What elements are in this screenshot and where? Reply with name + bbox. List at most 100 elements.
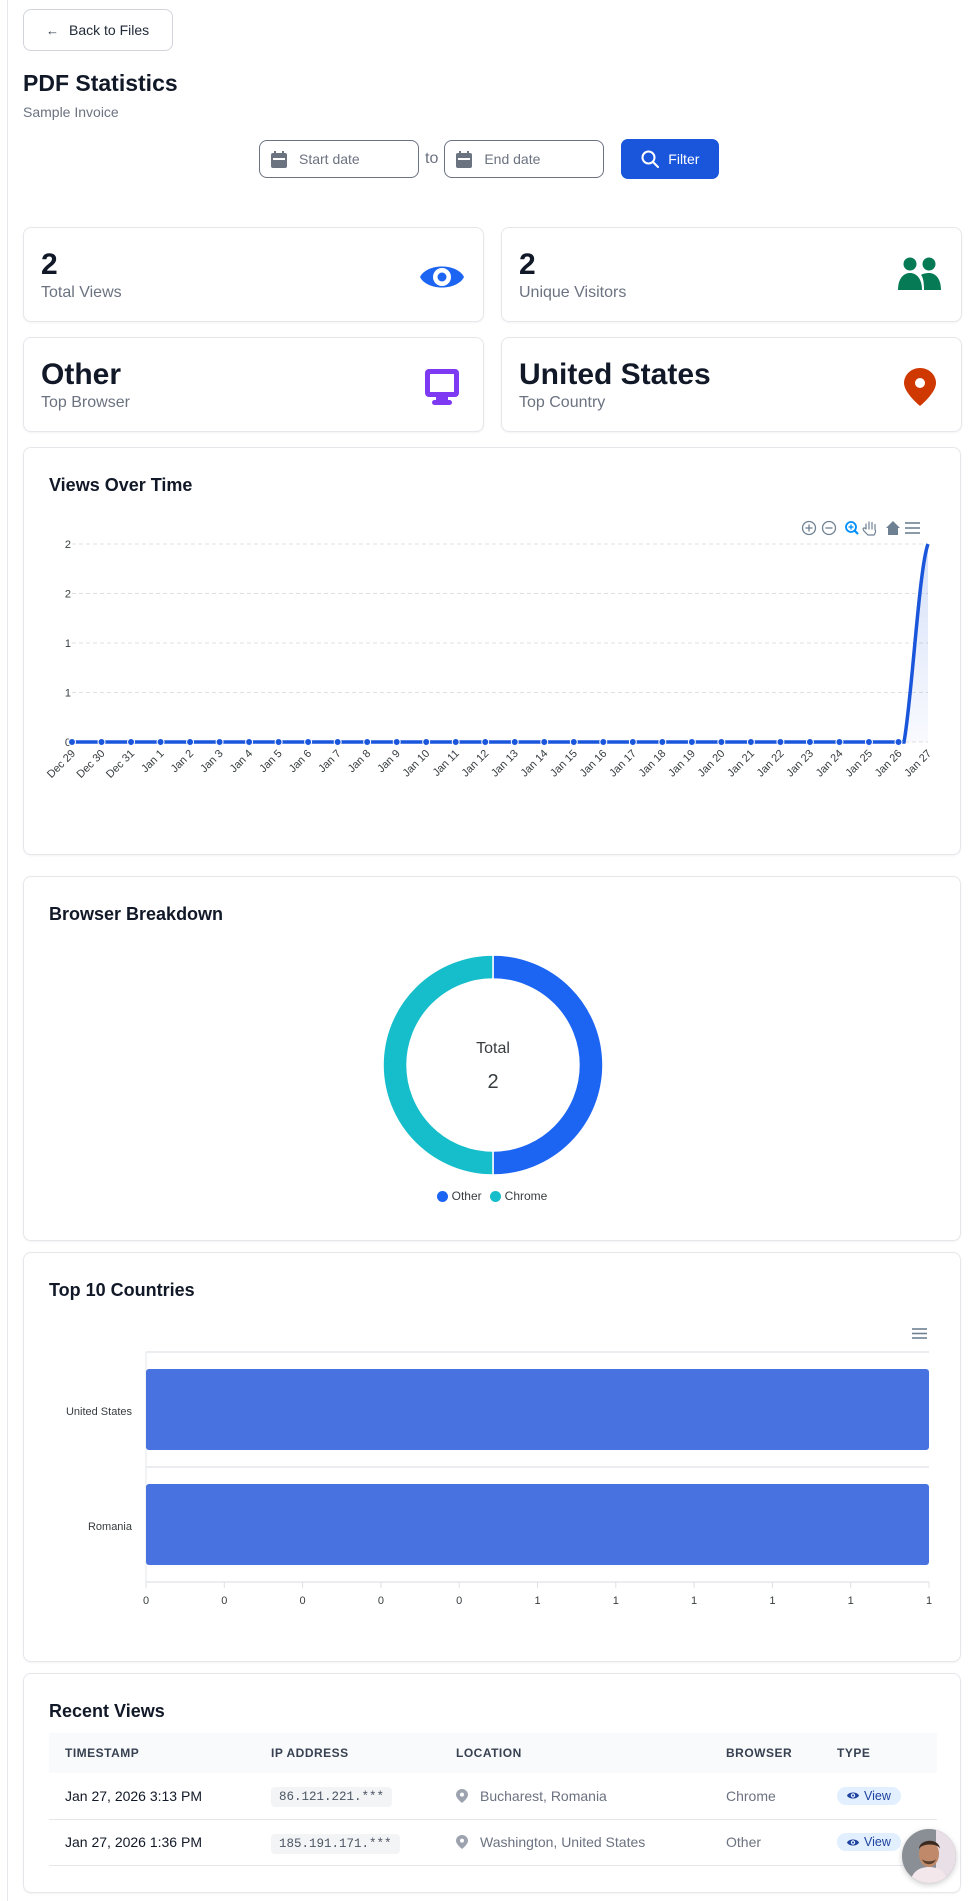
type-label: View [864,1835,891,1849]
data-point[interactable] [68,738,76,746]
menu-icon[interactable] [912,1328,927,1339]
calendar-icon [456,150,473,168]
back-to-files-button[interactable]: ← Back to Files [23,9,173,51]
location-text: Washington, United States [480,1834,646,1850]
data-point[interactable] [215,738,224,746]
column-header-ip[interactable]: IP ADDRESS [255,1733,440,1773]
support-avatar-button[interactable] [902,1829,956,1883]
data-point[interactable] [97,738,106,746]
stat-card-total-views: 2 Total Views [23,227,484,322]
table-row[interactable]: Jan 27, 2026 1:36 PM 185.191.171.*** Was… [49,1819,937,1866]
data-point[interactable] [746,738,755,746]
data-point[interactable] [481,738,490,746]
end-date-input[interactable]: End date [444,140,605,178]
x-tick: Jan 8 [346,748,374,776]
legend-dot-icon [489,1190,501,1202]
y-tick: 1 [65,688,71,700]
data-point[interactable] [599,738,608,746]
data-point[interactable] [186,738,195,746]
x-tick: Jan 4 [228,748,256,776]
data-point[interactable] [422,738,431,746]
y-category-label: United States [66,1406,133,1418]
y-tick: 1 [65,638,71,650]
cell-location: Bucharest, Romania [440,1773,710,1820]
start-date-placeholder: Start date [299,151,360,167]
table-row[interactable]: Jan 27, 2026 3:13 PM 86.121.221.*** Buch… [49,1773,937,1820]
date-filter: Start date to End date Filter [259,139,720,179]
to-label: to [425,150,439,167]
stat-value: 2 [41,248,58,281]
location-pin-icon [456,1835,468,1849]
column-header-browser[interactable]: BROWSER [710,1733,821,1773]
search-icon [641,150,660,168]
data-point[interactable] [835,738,844,746]
x-tick: Jan 11 [431,748,462,779]
page-title: PDF Statistics [23,70,178,96]
pan-hand-icon[interactable] [862,521,877,536]
arrow-left-icon: ← [46,22,59,38]
desktop-icon [425,369,459,405]
data-point[interactable] [304,738,313,746]
zoom-out-icon[interactable] [821,520,837,536]
views-chart-title: Views Over Time [49,475,193,495]
data-point[interactable] [156,738,165,746]
menu-icon[interactable] [905,522,920,534]
end-date-placeholder: End date [484,151,541,167]
x-tick: 0 [221,1595,227,1607]
page-edge [7,0,8,1901]
x-tick: 0 [378,1595,384,1607]
browser-legend: Other Chrome [24,1189,960,1203]
stat-card-unique-visitors: 2 Unique Visitors [501,227,962,322]
reset-home-icon[interactable] [886,521,900,535]
column-header-timestamp[interactable]: TIMESTAMP [49,1733,255,1773]
data-point[interactable] [333,738,342,746]
data-point[interactable] [569,738,578,746]
x-tick: Jan 10 [400,748,432,780]
type-badge: View [837,1833,901,1851]
x-tick: Jan 15 [548,748,580,780]
data-point[interactable] [776,738,785,746]
data-point[interactable] [274,738,283,746]
data-point[interactable] [717,738,726,746]
bar-romania[interactable] [146,1484,929,1565]
start-date-input[interactable]: Start date [259,140,419,178]
data-point[interactable] [805,738,814,746]
data-point[interactable] [451,738,460,746]
column-header-type[interactable]: TYPE [821,1733,937,1773]
donut-slice-chrome[interactable] [383,955,494,1175]
x-tick: Jan 21 [725,748,757,780]
type-label: View [864,1788,891,1803]
data-point[interactable] [540,738,549,746]
data-point[interactable] [245,738,254,746]
x-tick: Dec 31 [104,748,137,781]
ip-address: 86.121.221.*** [271,1787,393,1808]
selection-zoom-icon[interactable] [845,521,859,535]
filter-button[interactable]: Filter [621,139,720,179]
x-tick: Dec 29 [45,748,78,781]
bar-united-states[interactable] [146,1369,929,1450]
column-header-location[interactable]: LOCATION [440,1733,710,1773]
data-point[interactable] [363,738,372,746]
cell-timestamp: Jan 27, 2026 3:13 PM [49,1773,255,1820]
legend-item-other[interactable]: Other [436,1189,482,1203]
legend-item-chrome[interactable]: Chrome [489,1189,547,1203]
zoom-in-icon[interactable] [801,520,817,536]
data-point[interactable] [127,738,136,746]
eye-icon [847,1792,859,1799]
stat-label: Unique Visitors [519,284,627,301]
x-tick: 0 [300,1595,306,1607]
x-tick: 0 [456,1595,462,1607]
donut-slice-other[interactable] [492,955,603,1175]
chart-toolbar [801,520,920,536]
data-point[interactable] [628,738,637,746]
data-point[interactable] [864,738,873,746]
person-avatar-icon [902,1829,956,1883]
type-badge: View [837,1786,901,1805]
data-point[interactable] [894,738,903,746]
data-point[interactable] [392,738,401,746]
data-point[interactable] [687,738,696,746]
data-point[interactable] [658,738,667,746]
data-point[interactable] [510,738,519,746]
recent-views-panel: Recent Views TIMESTAMP IP ADDRESS LOCATI… [23,1673,961,1893]
